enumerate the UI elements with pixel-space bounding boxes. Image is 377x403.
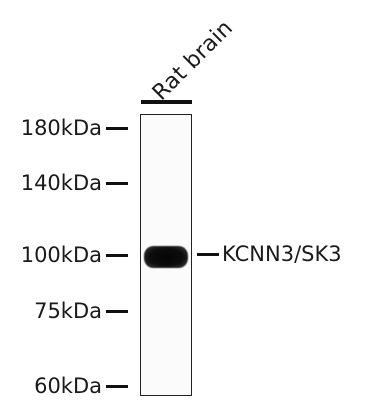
marker-label: 100kDa <box>20 243 102 267</box>
marker-100kda: 100kDa <box>0 243 130 267</box>
marker-label: 140kDa <box>20 171 102 195</box>
protein-band <box>144 246 188 268</box>
marker-180kda: 180kDa <box>0 116 130 140</box>
marker-75kda: 75kDa <box>0 299 130 323</box>
marker-60kda: 60kDa <box>0 374 130 398</box>
marker-label: 180kDa <box>20 116 102 140</box>
marker-tick <box>106 182 128 185</box>
lane-label: Rat brain <box>148 15 238 106</box>
marker-tick <box>106 127 128 130</box>
band-tick <box>197 253 219 256</box>
marker-140kda: 140kDa <box>0 171 130 195</box>
marker-tick <box>106 385 128 388</box>
marker-label: 75kDa <box>34 299 102 323</box>
band-label: KCNN3/SK3 <box>222 242 342 266</box>
marker-tick <box>106 254 128 257</box>
lane-bar <box>141 100 192 104</box>
marker-label: 60kDa <box>34 374 102 398</box>
blot-lane <box>140 114 192 396</box>
marker-tick <box>106 310 128 313</box>
